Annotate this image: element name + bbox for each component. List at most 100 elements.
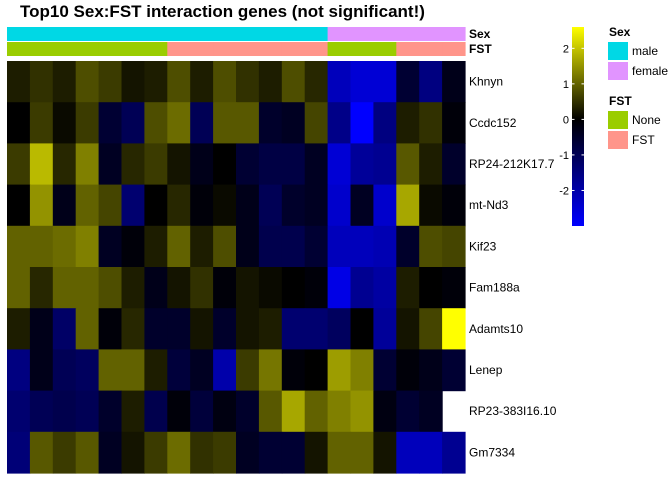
heatmap-cell-r7-c2: [52, 349, 77, 392]
heatmap-cell-r3-c12: [281, 184, 306, 227]
heatmap-cell-r3-c13: [304, 184, 329, 227]
annotation-cell-sex-12: [281, 27, 306, 41]
row-label: Kif23: [469, 239, 497, 253]
heatmap-cell-r1-c11: [258, 102, 283, 144]
heatmap-cell-r2-c9: [213, 143, 237, 186]
heatmap-cell-r4-c3: [75, 225, 100, 268]
heatmap-cell-r2-c13: [304, 143, 329, 186]
annotation-cell-sex-18: [419, 27, 443, 41]
annotation-cell-fst-6: [144, 42, 168, 56]
row-label: Ccdc152: [469, 116, 517, 130]
annotation-cell-fst-16: [373, 42, 397, 56]
heatmap-cell-r6-c1: [29, 308, 54, 350]
heatmap-cell-r0-c5: [121, 61, 145, 103]
heatmap-cell-r4-c6: [144, 225, 168, 268]
heatmap-cell-r7-c8: [190, 349, 214, 392]
heatmap-cell-r7-c0: [7, 349, 31, 392]
colorbar-tick-label: 1: [563, 79, 569, 91]
heatmap-cell-r0-c12: [281, 61, 306, 103]
heatmap-cell-r1-c19: [442, 102, 466, 144]
annotation-cell-fst-11: [258, 42, 283, 56]
heatmap-cell-r6-c15: [350, 308, 374, 350]
heatmap-cell-r4-c13: [304, 225, 329, 268]
legend-item-label: male: [632, 44, 658, 58]
heatmap-cell-r0-c10: [236, 61, 260, 103]
heatmap-cell-r0-c19: [442, 61, 466, 103]
heatmap-cell-r7-c12: [281, 349, 306, 392]
heatmap-cell-r3-c1: [29, 184, 54, 227]
heatmap-cell-r4-c15: [350, 225, 374, 268]
heatmap-cell-r8-c3: [75, 390, 100, 433]
heatmap-cell-r5-c10: [236, 267, 260, 309]
row-label: Lenep: [469, 363, 503, 377]
heatmap-cell-r6-c14: [327, 308, 352, 350]
heatmap-cell-r0-c2: [52, 61, 77, 103]
heatmap-cell-r1-c6: [144, 102, 168, 144]
heatmap-cell-r4-c9: [213, 225, 237, 268]
heatmap-cell-r5-c1: [29, 267, 54, 309]
heatmap-cell-r7-c11: [258, 349, 283, 392]
annotation-cell-fst-19: [442, 42, 466, 56]
heatmap-cell-r9-c8: [190, 431, 214, 474]
heatmap-cell-r6-c7: [167, 308, 191, 350]
heatmap-cell-r4-c11: [258, 225, 283, 268]
annotation-track-label-fst: FST: [469, 42, 492, 56]
heatmap-cell-r2-c11: [258, 143, 283, 186]
row-labels: Khnyn Ccdc152 RP24-212K17.7 mt-Nd3 Kif23 Fam1…: [469, 75, 557, 460]
row-label: mt-Nd3: [469, 198, 509, 212]
heatmap-cell-r6-c18: [419, 308, 443, 350]
heatmap-cell-r9-c13: [304, 431, 329, 474]
heatmap-cell-r5-c12: [281, 267, 306, 309]
heatmap-cell-r2-c18: [419, 143, 443, 186]
heatmap-cell-r3-c0: [7, 184, 31, 227]
heatmap-cell-r3-c17: [396, 184, 420, 227]
row-label: Adamts10: [469, 322, 523, 336]
annotation-cell-sex-16: [373, 27, 397, 41]
heatmap-cell-r6-c5: [121, 308, 145, 350]
heatmap-cell-r9-c7: [167, 431, 191, 474]
heatmap-cell-r8-c15: [350, 390, 374, 433]
heatmap-cell-r3-c19: [442, 184, 466, 227]
heatmap-cell-r9-c3: [75, 431, 100, 474]
heatmap-cell-r2-c2: [52, 143, 77, 186]
colorbar-tick-label: 0: [563, 114, 569, 126]
heatmap-cell-r1-c18: [419, 102, 443, 144]
heatmap-cell-r1-c9: [213, 102, 237, 144]
heatmap-cell-r3-c18: [419, 184, 443, 227]
annotation-cell-sex-14: [327, 27, 352, 41]
colorbar: 2 1 0 -1 -2: [559, 27, 584, 226]
annotation-cell-sex-6: [144, 27, 168, 41]
heatmap-cell-r1-c17: [396, 102, 420, 144]
heatmap-cell-r1-c1: [29, 102, 54, 144]
heatmap-cell-r0-c4: [98, 61, 123, 103]
heatmap-cell-r1-c10: [236, 102, 260, 144]
heatmap-cell-r8-c14: [327, 390, 352, 433]
annotation-cell-fst-5: [121, 42, 145, 56]
row-label: Khnyn: [469, 75, 503, 89]
annotation-cell-sex-1: [29, 27, 54, 41]
heatmap-cell-r7-c10: [236, 349, 260, 392]
heatmap-cell-r2-c4: [98, 143, 123, 186]
heatmap-cell-r3-c4: [98, 184, 123, 227]
legend-title-sex: Sex: [609, 25, 631, 39]
heatmap-cell-r9-c9: [213, 431, 237, 474]
annotation-cell-sex-15: [350, 27, 374, 41]
heatmap-cell-r3-c9: [213, 184, 237, 227]
heatmap-cell-r0-c3: [75, 61, 100, 103]
heatmap-cell-r7-c9: [213, 349, 237, 392]
heatmap-cell-r4-c7: [167, 225, 191, 268]
heatmap-cell-r8-c11: [258, 390, 283, 433]
heatmap-cell-r9-c6: [144, 431, 168, 474]
heatmap-cell-r9-c5: [121, 431, 145, 474]
annotation-cell-sex-4: [98, 27, 123, 41]
heatmap-cell-r4-c10: [236, 225, 260, 268]
annotation-cell-sex-0: [7, 27, 31, 41]
heatmap-cell-r1-c5: [121, 102, 145, 144]
annotation-cell-sex-2: [52, 27, 77, 41]
heatmap-cell-r2-c10: [236, 143, 260, 186]
heatmap-cell-r9-c0: [7, 431, 31, 474]
heatmap-cell-r7-c5: [121, 349, 145, 392]
heatmap-cell-r3-c3: [75, 184, 100, 227]
